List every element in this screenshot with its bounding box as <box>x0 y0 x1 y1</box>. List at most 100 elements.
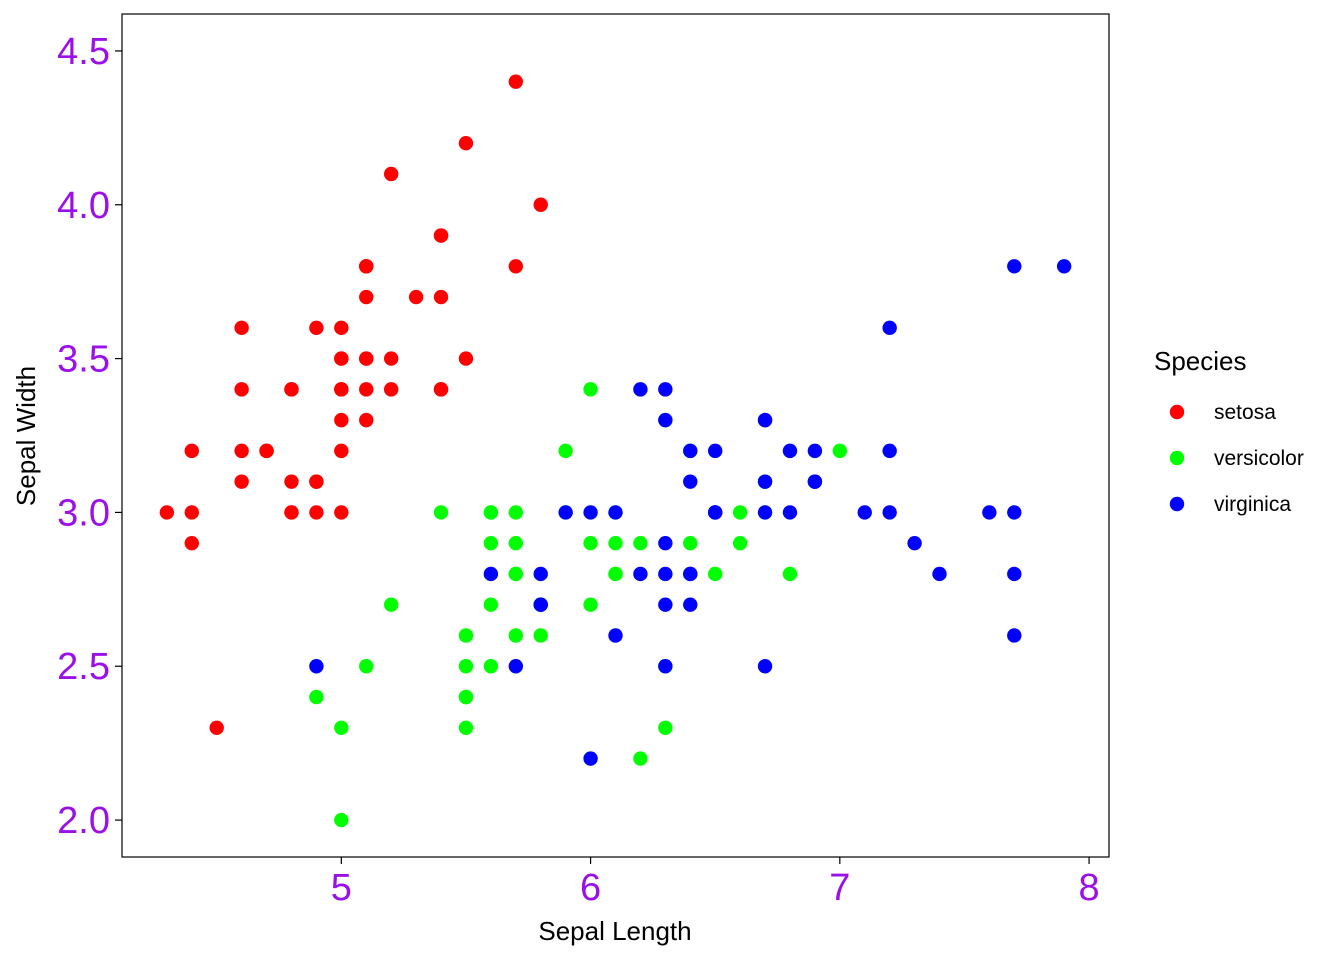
data-point-versicolor <box>633 751 648 766</box>
data-point-versicolor <box>458 720 474 735</box>
data-point-setosa <box>334 382 349 397</box>
legend-key-virginica <box>1169 496 1185 512</box>
plot-panel <box>121 13 1110 858</box>
x-axis-title: Sepal Length <box>538 916 691 946</box>
data-point-virginica <box>1007 505 1022 520</box>
data-point-versicolor <box>334 720 349 735</box>
data-point-virginica <box>757 659 773 674</box>
data-point-versicolor <box>608 535 623 551</box>
data-point-versicolor <box>483 535 499 551</box>
data-point-virginica <box>982 505 997 520</box>
y-axis-title: Sepal Width <box>11 366 41 506</box>
data-point-virginica <box>508 659 524 674</box>
data-point-virginica <box>1007 566 1022 582</box>
legend-label-virginica: virginica <box>1214 493 1291 516</box>
data-point-virginica <box>558 505 573 520</box>
data-point-virginica <box>309 659 324 674</box>
data-point-virginica <box>683 474 698 489</box>
data-point-versicolor <box>458 628 474 643</box>
y-tick-label: 3.0 <box>57 492 110 534</box>
data-point-setosa <box>359 259 374 274</box>
data-point-versicolor <box>608 566 623 582</box>
data-point-setosa <box>309 320 324 336</box>
legend: Species setosa versicolor virginica <box>1154 346 1304 516</box>
data-point-versicolor <box>508 628 524 643</box>
data-point-setosa <box>383 382 399 397</box>
data-point-virginica <box>533 597 548 612</box>
data-point-setosa <box>334 351 349 366</box>
data-point-virginica <box>1007 259 1022 274</box>
data-point-versicolor <box>483 505 499 520</box>
data-point-virginica <box>683 443 698 459</box>
data-point-virginica <box>807 474 823 489</box>
data-point-virginica <box>857 505 872 520</box>
data-point-setosa <box>433 382 449 397</box>
x-tick-label: 6 <box>580 867 601 909</box>
data-point-virginica <box>782 443 798 459</box>
data-point-virginica <box>608 628 623 643</box>
y-tick-label: 4.0 <box>57 185 110 227</box>
data-point-setosa <box>334 320 349 336</box>
data-point-setosa <box>259 443 274 459</box>
data-point-virginica <box>1056 259 1072 274</box>
data-point-setosa <box>234 443 249 459</box>
data-point-versicolor <box>583 597 598 612</box>
data-point-setosa <box>309 474 324 489</box>
data-point-versicolor <box>683 535 698 551</box>
data-point-virginica <box>683 597 698 612</box>
data-point-setosa <box>359 351 374 366</box>
data-point-setosa <box>433 228 449 243</box>
y-tick-label: 2.0 <box>57 800 110 842</box>
data-point-virginica <box>608 505 623 520</box>
data-point-virginica <box>658 566 673 582</box>
data-point-setosa <box>309 505 324 520</box>
data-point-virginica <box>757 474 773 489</box>
y-tick-label: 3.5 <box>57 339 110 381</box>
x-axis: 5 6 7 8 <box>331 857 1100 909</box>
data-point-setosa <box>184 443 199 459</box>
data-point-virginica <box>633 382 648 397</box>
legend-key-versicolor <box>1169 450 1185 466</box>
data-point-virginica <box>807 443 823 459</box>
data-point-versicolor <box>558 443 573 459</box>
data-point-virginica <box>583 505 598 520</box>
data-point-versicolor <box>832 443 848 459</box>
data-point-setosa <box>533 197 548 212</box>
data-point-versicolor <box>309 689 324 705</box>
data-point-setosa <box>508 74 524 89</box>
data-point-setosa <box>284 382 299 397</box>
x-tick-label: 8 <box>1078 867 1099 909</box>
data-point-versicolor <box>707 566 723 582</box>
data-point-setosa <box>359 289 374 305</box>
data-point-setosa <box>234 474 249 489</box>
data-point-virginica <box>757 505 773 520</box>
data-point-virginica <box>658 597 673 612</box>
data-point-versicolor <box>458 689 474 705</box>
data-points <box>159 74 1072 828</box>
data-point-versicolor <box>483 659 499 674</box>
data-point-setosa <box>383 351 399 366</box>
data-point-virginica <box>583 751 598 766</box>
legend-title: Species <box>1154 346 1247 376</box>
data-point-virginica <box>1007 628 1022 643</box>
data-point-setosa <box>359 412 374 428</box>
data-point-virginica <box>483 566 499 582</box>
data-point-versicolor <box>782 566 798 582</box>
data-point-setosa <box>234 320 249 336</box>
data-point-setosa <box>184 505 199 520</box>
data-point-virginica <box>658 412 673 428</box>
data-point-versicolor <box>583 382 598 397</box>
data-point-versicolor <box>458 659 474 674</box>
legend-key-setosa <box>1169 404 1185 420</box>
data-point-virginica <box>658 535 673 551</box>
data-point-versicolor <box>383 597 399 612</box>
data-point-setosa <box>184 535 199 551</box>
data-point-setosa <box>284 474 299 489</box>
data-point-versicolor <box>633 535 648 551</box>
x-tick-label: 7 <box>829 867 850 909</box>
data-point-versicolor <box>483 597 499 612</box>
data-point-virginica <box>707 505 723 520</box>
legend-label-versicolor: versicolor <box>1214 447 1304 470</box>
